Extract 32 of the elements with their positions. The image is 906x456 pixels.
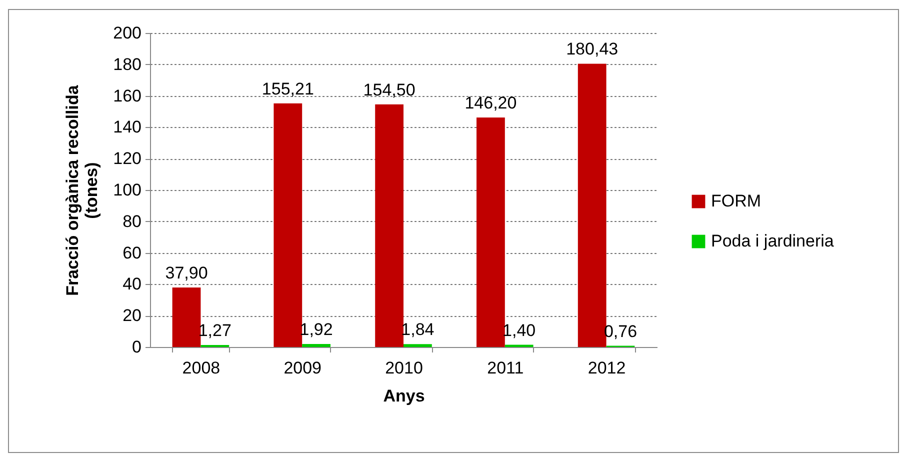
data-label: 155,21 [262,79,314,98]
y-tick-label: 0 [132,338,142,356]
y-tick-label: 200 [113,24,142,42]
x-tick-label: 2010 [385,358,423,378]
bar [302,344,330,347]
x-tick-label: 2011 [487,358,524,378]
data-label: 180,43 [566,40,618,59]
y-tick-label: 40 [122,274,142,294]
data-label: 154,50 [363,80,416,100]
data-label: 146,20 [464,93,517,112]
y-tick-label: 60 [122,243,142,262]
y-tick-label: 160 [113,86,142,106]
bar [172,287,201,347]
x-axis-title: Anys [383,386,425,406]
y-tick-label: 100 [113,180,142,200]
bar [375,104,404,347]
data-label: 37,90 [165,263,208,282]
y-tick-label: 120 [113,149,142,168]
y-tick-label: 80 [122,212,142,231]
x-tick-label: 2012 [588,358,626,378]
y-axis-title: Fracció orgànica recollida (tones) [63,84,102,296]
x-tick-label: 2009 [284,358,322,378]
bar [578,64,606,347]
legend-label: Poda i jardineria [711,232,834,250]
y-tick-label: 140 [113,118,142,137]
y-tick-label: 180 [113,54,142,74]
legend-label: FORM [711,192,762,210]
x-tick-label: 2008 [182,358,220,378]
bar [404,344,432,347]
bar [476,117,505,347]
bar [274,103,302,347]
y-tick-label: 20 [122,306,142,326]
